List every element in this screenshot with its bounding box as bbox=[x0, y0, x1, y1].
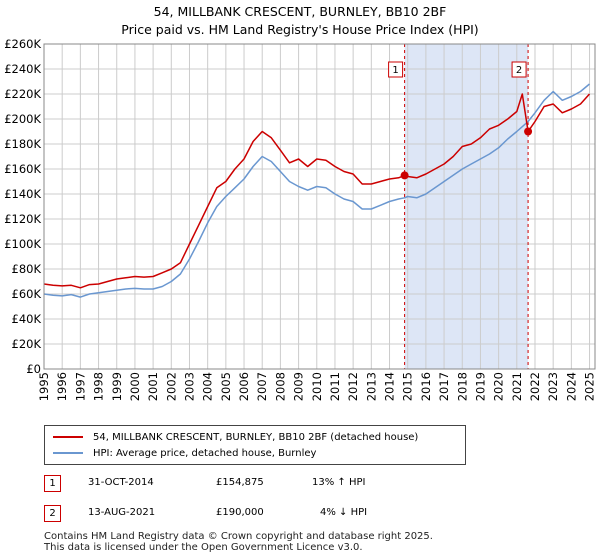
x-tick-label: 1999 bbox=[110, 372, 124, 401]
legend-swatch-property bbox=[53, 436, 83, 438]
x-tick-label: 2020 bbox=[492, 372, 506, 401]
y-tick-label: £100K bbox=[4, 237, 41, 251]
x-tick-label: 2017 bbox=[437, 372, 451, 401]
x-tick-label: 2005 bbox=[219, 372, 233, 401]
x-tick-label: 2003 bbox=[183, 372, 197, 401]
legend-swatch-hpi bbox=[53, 452, 83, 454]
x-tick-label: 2014 bbox=[383, 372, 397, 401]
x-tick-label: 2018 bbox=[455, 372, 469, 401]
sale-label: 2 bbox=[516, 65, 522, 76]
x-tick-label: 2013 bbox=[364, 372, 378, 401]
x-tick-label: 2001 bbox=[146, 372, 160, 401]
x-tick-label: 2022 bbox=[528, 372, 542, 401]
series-line-property bbox=[43, 93, 591, 289]
x-tick-label: 2002 bbox=[164, 372, 178, 401]
transaction-number: 1 bbox=[44, 475, 61, 492]
x-tick-label: 2024 bbox=[564, 372, 578, 401]
x-tick-label: 2011 bbox=[328, 372, 342, 401]
x-tick-label: 2023 bbox=[546, 372, 560, 401]
x-tick-label: 2007 bbox=[255, 372, 269, 401]
y-tick-label: £180K bbox=[4, 137, 41, 151]
chart-title: 54, MILLBANK CRESCENT, BURNLEY, BB10 2BF bbox=[153, 4, 447, 19]
y-tick-label: £0 bbox=[26, 362, 41, 376]
x-tick-label: 2000 bbox=[128, 372, 142, 401]
footer-copyright: Contains HM Land Registry data © Crown c… bbox=[44, 531, 433, 542]
x-tick-label: 1998 bbox=[92, 372, 106, 401]
y-tick-label: £140K bbox=[4, 187, 41, 201]
sale-point bbox=[524, 127, 533, 136]
transaction-date: 13-AUG-2021 bbox=[88, 507, 156, 518]
legend: 54, MILLBANK CRESCENT, BURNLEY, BB10 2BF… bbox=[44, 425, 466, 465]
x-tick-label: 2015 bbox=[401, 372, 415, 401]
legend-label-hpi: HPI: Average price, detached house, Burn… bbox=[93, 447, 317, 459]
x-tick-label: 2006 bbox=[237, 372, 251, 401]
y-tick-label: £200K bbox=[4, 112, 41, 126]
sale-label: 1 bbox=[392, 65, 398, 76]
legend-entry-property: 54, MILLBANK CRESCENT, BURNLEY, BB10 2BF… bbox=[53, 429, 418, 445]
y-tick-label: £220K bbox=[4, 87, 41, 101]
series-line-hpi bbox=[43, 83, 590, 298]
x-tick-label: 2019 bbox=[473, 372, 487, 401]
x-tick-label: 2025 bbox=[583, 372, 597, 401]
transaction-price: £190,000 bbox=[216, 507, 264, 518]
y-tick-label: £260K bbox=[4, 37, 41, 51]
x-tick-label: 1995 bbox=[37, 372, 51, 401]
x-tick-label: 2008 bbox=[273, 372, 287, 401]
x-tick-label: 2004 bbox=[201, 372, 215, 401]
x-tick-label: 2010 bbox=[310, 372, 324, 401]
shaded-period bbox=[404, 44, 529, 369]
x-tick-label: 2009 bbox=[292, 372, 306, 401]
y-tick-label: £40K bbox=[12, 312, 42, 326]
y-tick-label: £60K bbox=[12, 287, 42, 301]
y-tick-label: £160K bbox=[4, 162, 41, 176]
sale-label-box bbox=[388, 61, 404, 78]
y-tick-label: £120K bbox=[4, 212, 41, 226]
sale-point bbox=[400, 171, 409, 180]
x-tick-label: 1996 bbox=[55, 372, 69, 401]
sale-label-box bbox=[511, 61, 527, 78]
transaction-number: 2 bbox=[44, 505, 61, 522]
transaction-hpi: 13% ↑ HPI bbox=[312, 477, 366, 488]
transaction-price: £154,875 bbox=[216, 477, 264, 488]
y-tick-label: £20K bbox=[12, 337, 42, 351]
x-tick-label: 2021 bbox=[510, 372, 524, 401]
x-tick-label: 2012 bbox=[346, 372, 360, 401]
chart-subtitle: Price paid vs. HM Land Registry's House … bbox=[121, 22, 479, 37]
footer: Contains HM Land Registry data © Crown c… bbox=[44, 531, 433, 553]
footer-licence: This data is licensed under the Open Gov… bbox=[44, 542, 363, 553]
x-tick-label: 1997 bbox=[73, 372, 87, 401]
price-chart: £0 £20K £40K £60K £80K £100K £120K £140K £160K £1… bbox=[4, 37, 597, 401]
legend-entry-hpi: HPI: Average price, detached house, Burn… bbox=[53, 445, 316, 461]
x-tick-label: 2016 bbox=[419, 372, 433, 401]
legend-label-property: 54, MILLBANK CRESCENT, BURNLEY, BB10 2BF… bbox=[93, 431, 419, 443]
plot-border bbox=[43, 43, 596, 370]
y-tick-label: £80K bbox=[12, 262, 42, 276]
transaction-date: 31-OCT-2014 bbox=[88, 477, 154, 488]
transaction-hpi: 4% ↓ HPI bbox=[320, 507, 368, 518]
y-tick-label: £240K bbox=[4, 62, 41, 76]
